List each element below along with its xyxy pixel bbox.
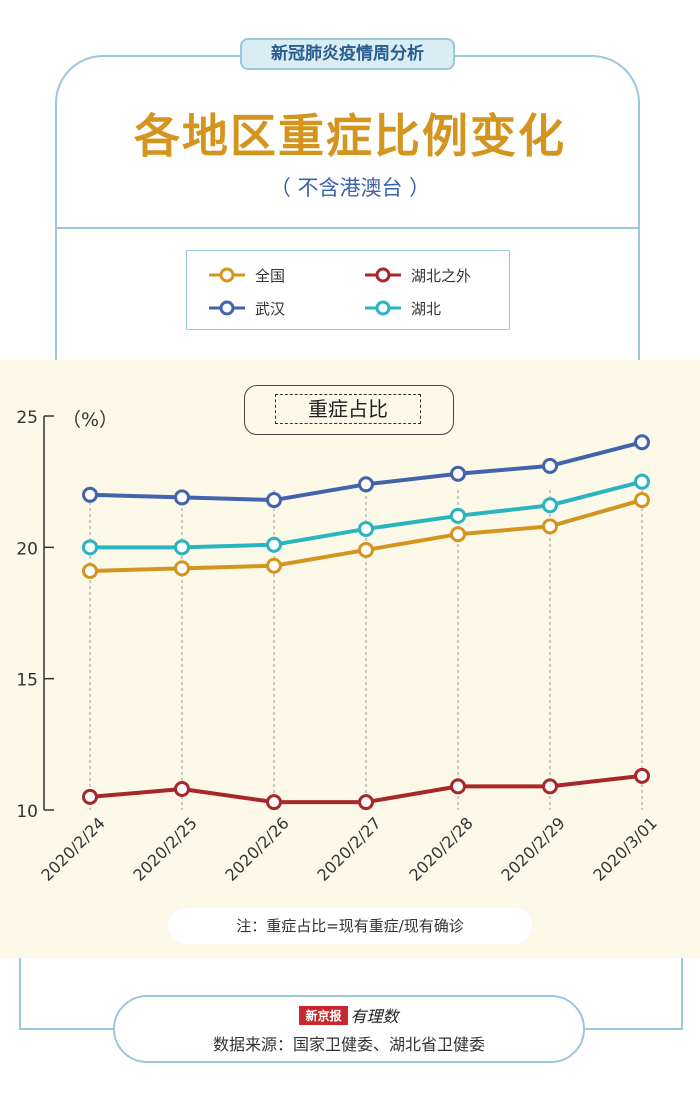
data-point: [266, 557, 282, 574]
series-湖北: [82, 473, 650, 556]
y-axis-label: （%）: [62, 409, 118, 431]
series-武汉: [82, 434, 650, 509]
data-point: [174, 489, 190, 506]
brand-name: 有理数: [350, 1007, 399, 1026]
x-tick-label: 2020/2/28: [405, 813, 476, 884]
data-point: [450, 778, 466, 795]
page-subtitle: （ 不含港澳台 ）: [269, 176, 431, 200]
series-banner: 新冠肺炎疫情周分析: [240, 38, 455, 70]
data-point: [358, 541, 374, 558]
data-point: [542, 457, 558, 474]
legend-label: 湖北之外: [411, 267, 472, 285]
data-point: [634, 767, 650, 784]
x-tick-label: 2020/2/24: [37, 813, 108, 884]
page-title: 各地区重症比例变化: [134, 109, 566, 163]
brand-badge: 新京报: [299, 1005, 348, 1025]
chart-title-box: 重症占比: [244, 385, 454, 435]
data-point: [542, 518, 558, 535]
data-point: [174, 780, 190, 797]
source-box: 新京报 有理数 数据来源：国家卫健委、湖北省卫健委: [113, 995, 585, 1063]
legend-marker-icon: [365, 300, 401, 316]
data-point: [174, 539, 190, 556]
x-tick-label: 2020/2/29: [497, 813, 568, 884]
y-tick-label: 15: [16, 671, 38, 691]
data-point: [634, 492, 650, 509]
data-point: [358, 476, 374, 493]
x-tick-label: 2020/2/25: [129, 813, 200, 884]
data-source: 数据来源：国家卫健委、湖北省卫健委: [212, 1035, 485, 1054]
legend-label: 湖北: [411, 300, 442, 318]
data-point: [450, 465, 466, 482]
footnote: 注：重症占比=现有重症/现有确诊: [168, 908, 532, 944]
data-point: [542, 497, 558, 514]
title-divider: [55, 227, 640, 229]
data-point: [634, 473, 650, 490]
axes: 10 15 20 25 （%） 2020/2/24 2020/2/25 2020/2/26 20…: [16, 408, 660, 885]
legend-marker-icon: [209, 300, 245, 316]
legend-label: 武汉: [255, 300, 286, 318]
data-point: [266, 492, 282, 509]
legend-marker-icon: [209, 267, 245, 283]
data-point: [358, 520, 374, 537]
grid-lines: [89, 490, 643, 810]
data-point: [266, 794, 282, 811]
line-chart: 10 15 20 25 （%） 2020/2/24 2020/2/25 2020/2/26 20…: [16, 408, 660, 885]
x-tick-label: 2020/3/01: [589, 813, 660, 884]
data-point: [82, 486, 98, 503]
data-point: [174, 560, 190, 577]
chart-title: 重症占比: [275, 394, 421, 424]
data-point: [82, 562, 98, 579]
legend-label: 全国: [255, 267, 286, 285]
series-lines: [82, 434, 650, 811]
x-tick-label: 2020/2/27: [313, 813, 384, 884]
y-tick-label: 25: [16, 408, 38, 428]
data-point: [82, 539, 98, 556]
legend-marker-icon: [365, 267, 401, 283]
plot-panel: [0, 360, 700, 958]
data-point: [266, 536, 282, 553]
series-全国: [82, 492, 650, 579]
chart-legend: 全国 湖北之外 武汉 湖北: [186, 250, 510, 330]
data-point: [358, 794, 374, 811]
x-tick-label: 2020/2/26: [221, 813, 292, 884]
y-tick-label: 10: [16, 802, 38, 822]
data-point: [450, 507, 466, 524]
data-point: [634, 434, 650, 451]
data-point: [542, 778, 558, 795]
y-tick-label: 20: [16, 539, 38, 559]
series-湖北之外: [82, 767, 650, 811]
data-point: [450, 526, 466, 543]
brand-logo: 新京报 有理数: [115, 1003, 583, 1027]
data-point: [82, 788, 98, 805]
